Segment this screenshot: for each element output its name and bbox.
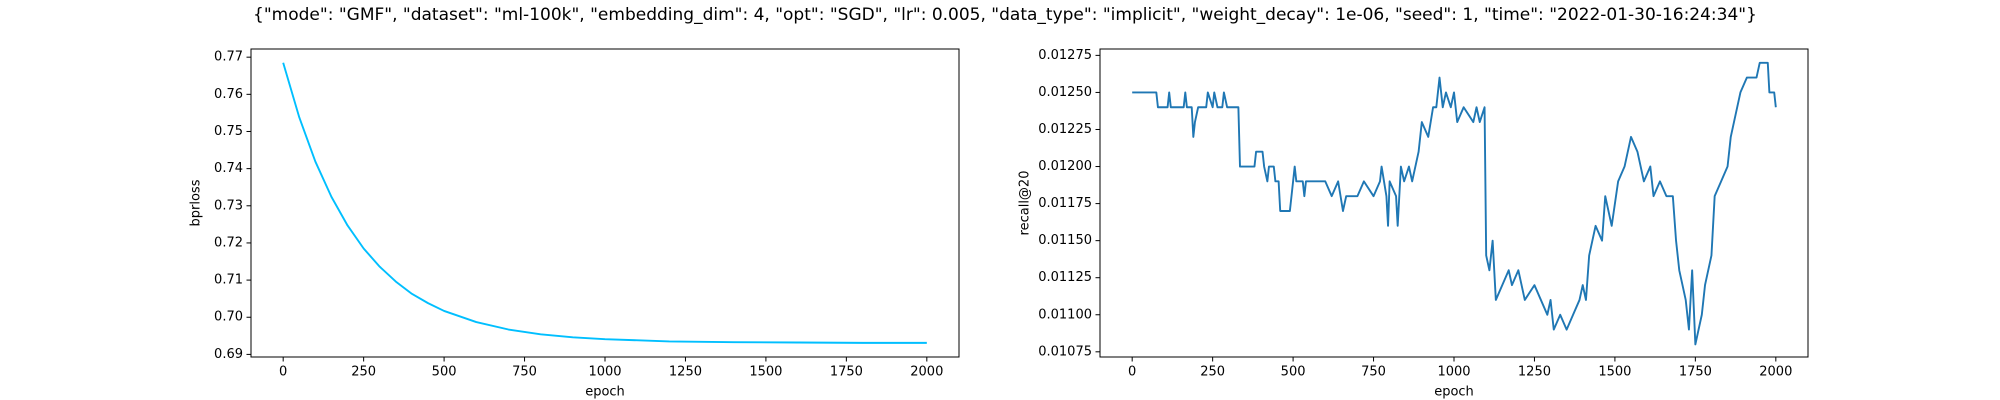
x-tick-label: 500 [432,365,457,380]
y-tick-label: 0.76 [214,87,243,102]
y-tick-label: 0.69 [214,347,243,362]
x-tick-label: 750 [512,365,537,380]
y-tick-label: 0.01275 [1038,48,1092,63]
y-tick-label: 0.01175 [1038,196,1092,211]
y-tick-label: 0.75 [214,124,243,139]
x-tick-label: 250 [351,365,376,380]
y-tick-label: 0.73 [214,198,243,213]
y-tick-label: 0.01225 [1038,122,1092,137]
axes-frame [1099,48,1809,358]
data-line [1132,61,1777,346]
y-axis-label: recall@20 [1018,171,1033,236]
x-tick-label: 1500 [749,365,782,380]
x-tick-label: 0 [279,365,287,380]
figure-title: {"mode": "GMF", "dataset": "ml-100k", "e… [253,5,1757,25]
x-tick-label: 1500 [1598,365,1631,380]
data-line [282,62,927,344]
x-tick-label: 2000 [910,365,943,380]
x-tick-label: 500 [1281,365,1306,380]
x-tick-label: 0 [1128,365,1136,380]
axes-frame [250,48,960,358]
x-tick-label: 1250 [669,365,702,380]
y-tick-label: 0.01250 [1038,85,1092,100]
y-tick-label: 0.01125 [1038,270,1092,285]
y-tick-label: 0.01075 [1038,344,1092,359]
x-tick-label: 1750 [1679,365,1712,380]
y-tick-label: 0.01100 [1038,307,1092,322]
x-tick-label: 250 [1200,365,1225,380]
x-axis-label: epoch [1434,385,1474,400]
y-tick-label: 0.71 [214,273,243,288]
x-tick-label: 1000 [1437,365,1470,380]
y-tick-label: 0.77 [214,50,243,65]
x-tick-label: 750 [1361,365,1386,380]
y-tick-label: 0.72 [214,235,243,250]
x-tick-label: 1750 [830,365,863,380]
x-tick-label: 1250 [1518,365,1551,380]
x-tick-label: 1000 [588,365,621,380]
y-tick-label: 0.74 [214,161,243,176]
y-tick-label: 0.01200 [1038,159,1092,174]
y-axis-label: bprloss [189,179,204,226]
y-tick-label: 0.70 [214,310,243,325]
y-tick-label: 0.01150 [1038,233,1092,248]
x-axis-label: epoch [585,385,625,400]
x-tick-label: 2000 [1759,365,1792,380]
